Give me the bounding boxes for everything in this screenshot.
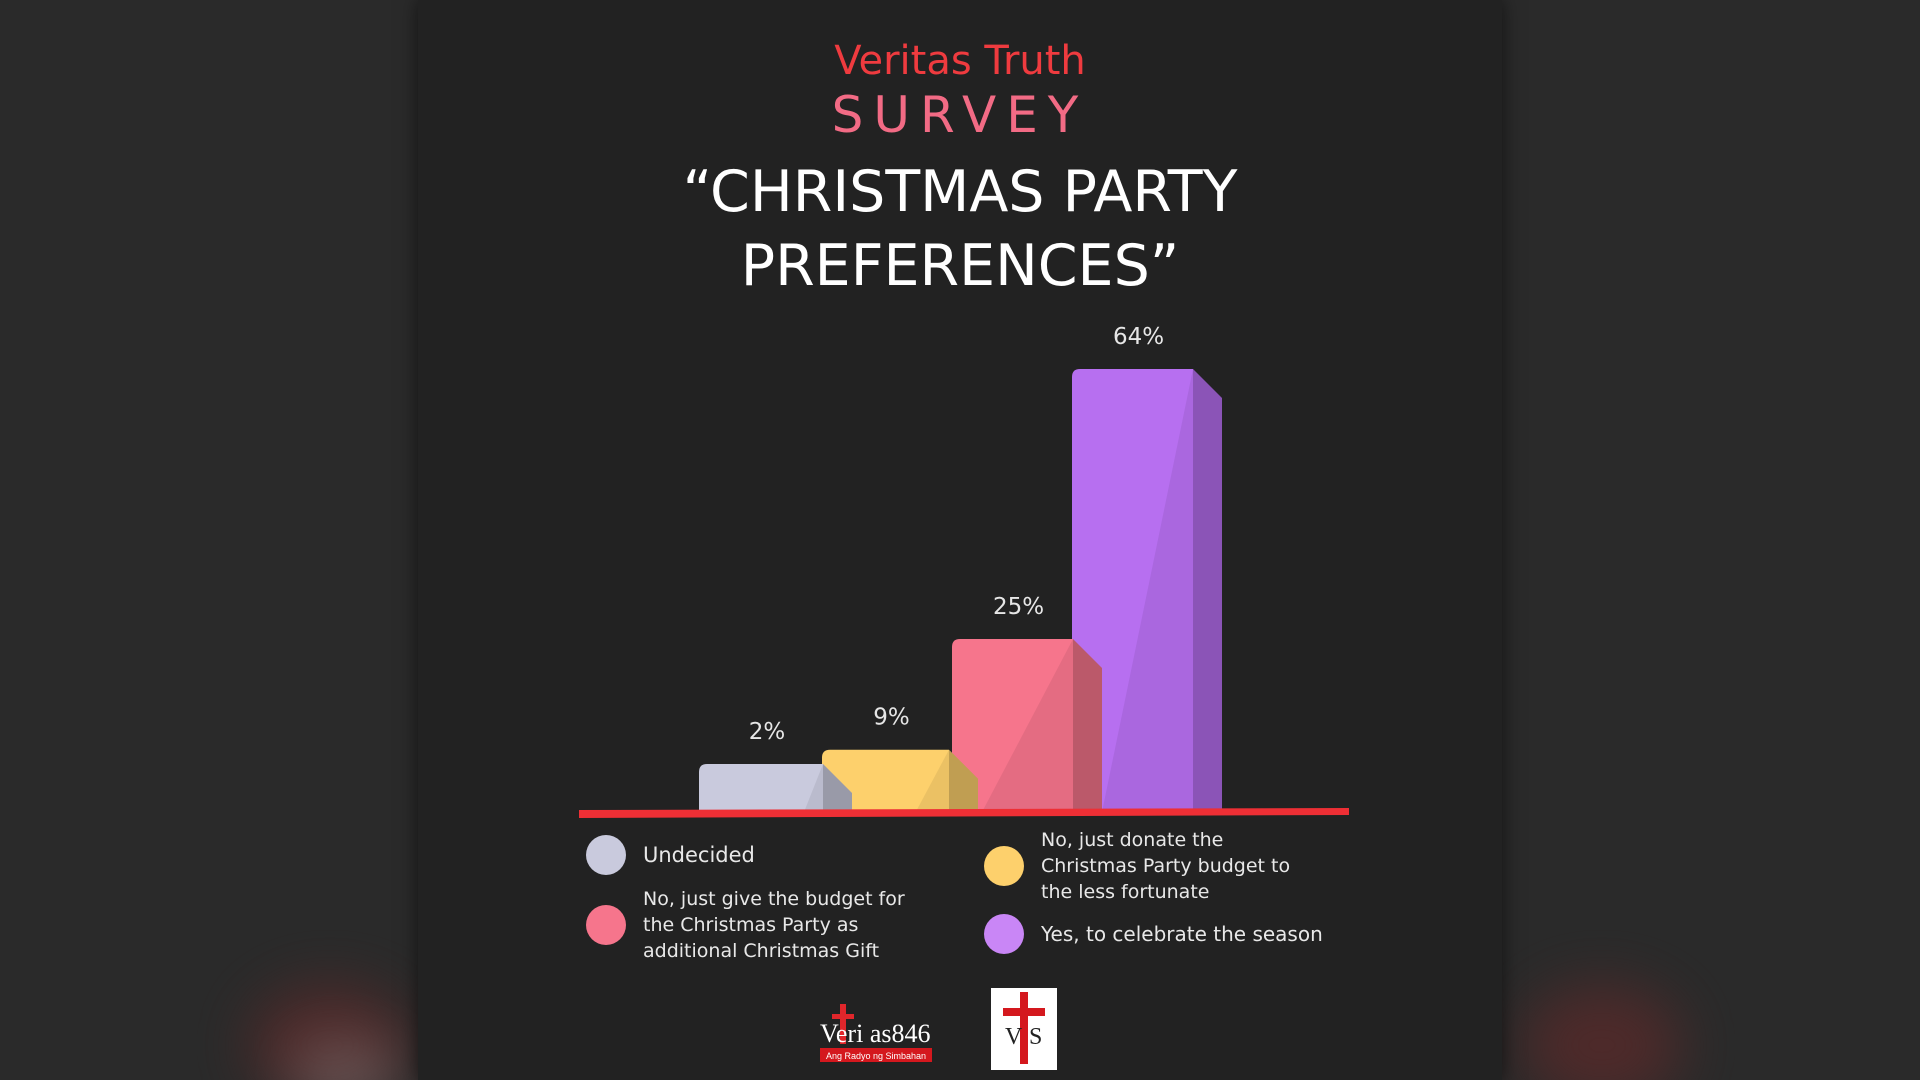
bar-shadow <box>804 764 852 812</box>
brand-title: Veritas Truth <box>834 38 1086 84</box>
bar-side-face <box>823 764 852 812</box>
bar-chart: 64% 25% 9% 2% <box>579 324 1349 818</box>
left-background-blur <box>250 985 410 1080</box>
legend-dot-icon <box>984 914 1024 954</box>
bar-value-label: 9% <box>873 705 910 731</box>
legend-dot-icon <box>586 905 626 945</box>
right-background-blur <box>1522 985 1682 1080</box>
vts-logo: V S <box>991 988 1057 1070</box>
veritas846-logo: Veri as846 Ang Radyo ng Simbahan <box>820 1004 932 1062</box>
legend-label: No, just donate the Christmas Party budg… <box>1041 829 1291 903</box>
left-background <box>0 0 418 1080</box>
right-background <box>1502 0 1920 1080</box>
survey-subtitle: SURVEY <box>831 86 1089 144</box>
bar-value-label: 2% <box>749 719 786 745</box>
vts-cross-horizontal <box>1003 1008 1045 1016</box>
bar-side-face <box>1073 638 1102 812</box>
vts-letter-v: V <box>1005 1024 1023 1050</box>
logo-tagline: Ang Radyo ng Simbahan <box>826 1051 926 1061</box>
survey-card: Veritas Truth SURVEY “CHRISTMAS PARTY PR… <box>418 0 1502 1080</box>
logo-wordmark: Veri as846 <box>820 1019 930 1048</box>
bar-value-label: 64% <box>1113 324 1164 350</box>
bar <box>822 749 949 812</box>
logo-cross-vertical <box>840 1004 846 1044</box>
bar-shadow <box>982 638 1102 812</box>
bar-shadow <box>915 749 978 812</box>
legend-item-donate: No, just donate the Christmas Party budg… <box>984 827 1324 905</box>
legend-dot-icon <box>984 846 1024 886</box>
bar <box>1072 369 1193 812</box>
chart-title: “CHRISTMAS PARTY PREFERENCES” <box>682 159 1238 299</box>
legend-item-celebrate: Yes, to celebrate the season <box>984 914 1344 954</box>
legend-label: Yes, to celebrate the season <box>1041 922 1323 946</box>
vts-cross-vertical <box>1020 992 1028 1064</box>
vts-letter-s: S <box>1029 1024 1042 1050</box>
bar <box>699 764 823 812</box>
legend-item-give-budget: No, just give the budget for the Christm… <box>586 886 916 964</box>
legend-item-undecided: Undecided <box>586 835 886 875</box>
x-axis-line <box>579 808 1349 818</box>
bar <box>952 638 1073 812</box>
logo-tagline-band <box>820 1048 932 1062</box>
legend-label: Undecided <box>643 843 755 867</box>
bar-value-label: 25% <box>993 594 1044 620</box>
bar-shadow <box>1102 369 1222 812</box>
bar-side-face <box>949 749 978 812</box>
bar-side-face <box>1193 369 1222 812</box>
legend-label: No, just give the budget for the Christm… <box>643 888 905 962</box>
legend-dot-icon <box>586 835 626 875</box>
logo-cross-horizontal <box>832 1014 854 1019</box>
